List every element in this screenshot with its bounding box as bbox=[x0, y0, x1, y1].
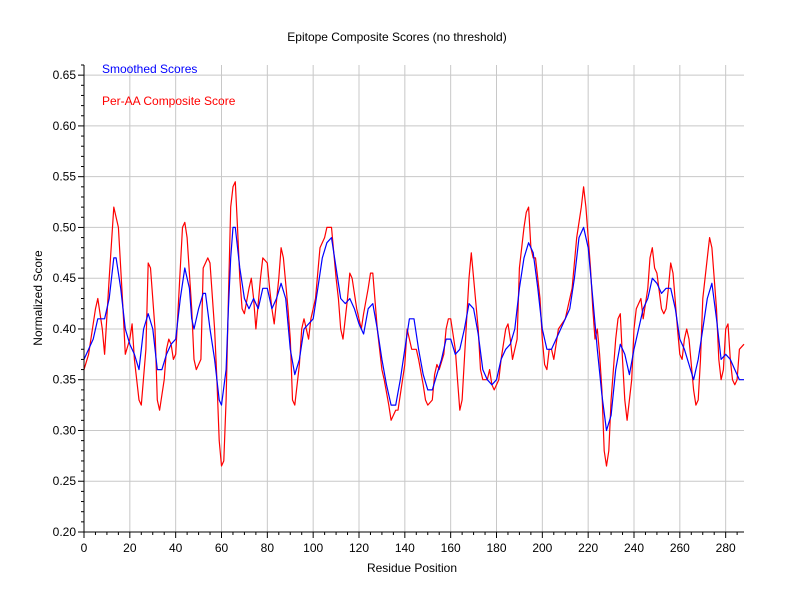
x-tick-label: 160 bbox=[441, 541, 461, 555]
y-tick-label: 0.50 bbox=[53, 220, 77, 234]
y-axis-label: Normalized Score bbox=[31, 250, 45, 346]
x-axis-label: Residue Position bbox=[367, 561, 457, 575]
x-tick-label: 200 bbox=[532, 541, 552, 555]
y-tick-label: 0.35 bbox=[53, 373, 77, 387]
x-tick-label: 40 bbox=[169, 541, 183, 555]
chart-title: Epitope Composite Scores (no threshold) bbox=[287, 30, 506, 44]
y-tick-label: 0.45 bbox=[53, 271, 77, 285]
x-tick-label: 60 bbox=[215, 541, 229, 555]
x-tick-label: 280 bbox=[716, 541, 736, 555]
x-tick-label: 240 bbox=[624, 541, 644, 555]
x-tick-label: 260 bbox=[670, 541, 690, 555]
x-tick-label: 220 bbox=[578, 541, 598, 555]
series-lines bbox=[83, 181, 745, 467]
y-tick-label: 0.65 bbox=[53, 68, 77, 82]
legend-smoothed-scores: Smoothed Scores bbox=[102, 62, 197, 76]
per-aa-composite-score-line bbox=[83, 181, 745, 467]
grid-lines bbox=[84, 65, 744, 533]
y-tick-label: 0.60 bbox=[53, 119, 77, 133]
legend-per-aa-composite-score: Per-AA Composite Score bbox=[102, 94, 236, 108]
x-tick-label: 140 bbox=[395, 541, 415, 555]
y-tick-label: 0.55 bbox=[53, 170, 77, 184]
y-tick-label: 0.25 bbox=[53, 474, 77, 488]
x-tick-label: 80 bbox=[261, 541, 275, 555]
smoothed-scores-line bbox=[83, 226, 744, 432]
y-tick-label: 0.30 bbox=[53, 423, 77, 437]
x-tick-label: 180 bbox=[486, 541, 506, 555]
y-tick-label: 0.20 bbox=[53, 525, 77, 539]
x-tick-label: 120 bbox=[349, 541, 369, 555]
x-tick-label: 0 bbox=[81, 541, 88, 555]
axes: 0 20 40 60 80 100 120 140 160 180 200 220 240 260 280 0… bbox=[53, 64, 744, 555]
x-tick-label: 100 bbox=[303, 541, 323, 555]
y-tick-label: 0.40 bbox=[53, 322, 77, 336]
x-tick-label: 20 bbox=[123, 541, 137, 555]
